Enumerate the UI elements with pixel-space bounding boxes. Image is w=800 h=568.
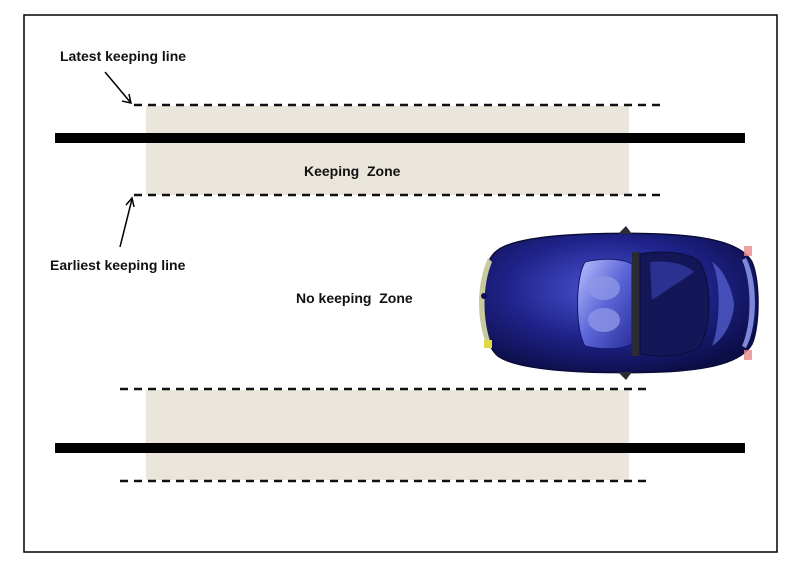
latest-line-arrow-icon (104, 71, 132, 104)
keeping-zone-label: Keeping Zone (304, 163, 401, 179)
latest-keeping-line-label: Latest keeping line (60, 48, 187, 64)
upper-stop-line (55, 133, 745, 143)
car-top-view-icon (479, 226, 759, 380)
earliest-keeping-line-label: Earliest keeping line (50, 257, 186, 273)
lower-keeping-zone (146, 390, 629, 480)
lower-stop-line (55, 443, 745, 453)
upper-keeping-zone (146, 106, 629, 195)
no-keeping-zone-label: No keeping Zone (296, 290, 413, 306)
earliest-line-arrow-icon (119, 196, 135, 248)
